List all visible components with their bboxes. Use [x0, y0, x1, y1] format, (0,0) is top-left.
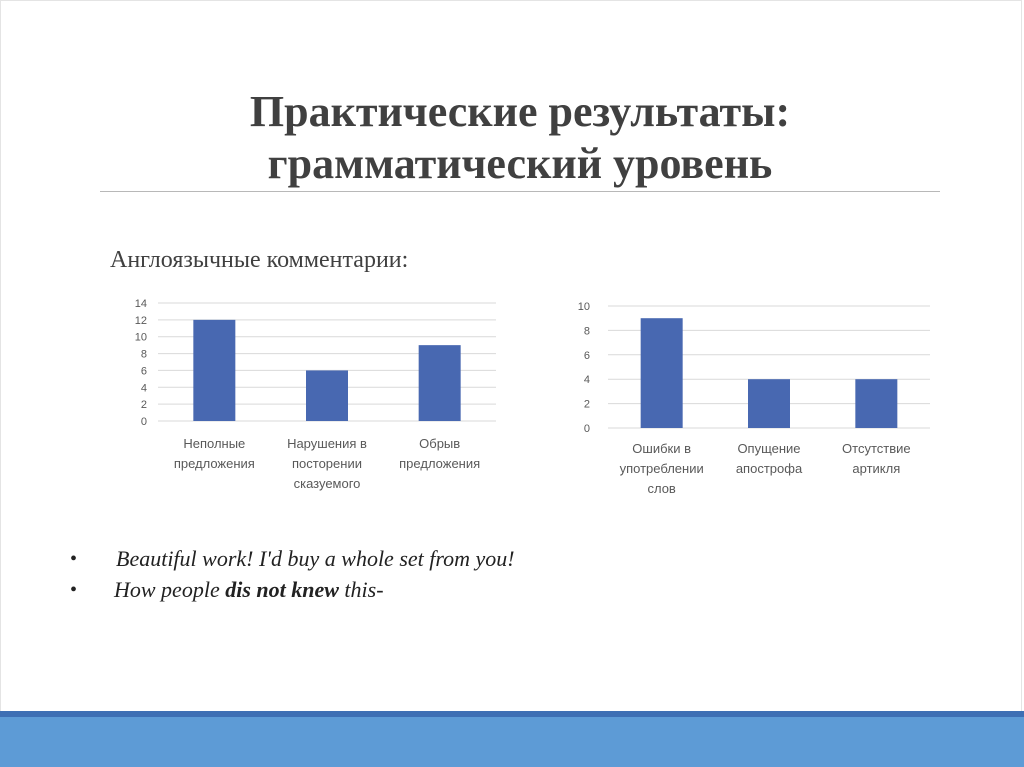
y-tick-label: 0	[584, 423, 590, 435]
x-category-label: Отсутствие	[842, 441, 911, 456]
x-category-label: Неполные	[183, 436, 245, 451]
comment-list: • Beautiful work! I'd buy a whole set fr…	[70, 545, 515, 607]
bar	[748, 379, 790, 428]
subtitle: Англоязычные комментарии:	[110, 247, 409, 273]
bar	[193, 319, 236, 421]
y-tick-label: 6	[141, 365, 147, 377]
x-category-label: Опущение	[737, 441, 800, 456]
y-tick-label: 4	[141, 382, 147, 394]
y-tick-label: 12	[135, 315, 147, 327]
comment-text: Beautiful work! I'd buy a whole set from…	[116, 546, 515, 571]
bullet-icon: •	[70, 579, 78, 601]
comment-error-highlight: dis not knew	[225, 577, 339, 602]
x-category-label: посторении	[292, 456, 362, 471]
bar-chart-2: 0 2 4 6 8 10 Ошибки в употреблении слов Опущение а…	[578, 301, 930, 496]
x-category-label: употреблении	[620, 461, 704, 476]
x-category-label: Нарушения в	[287, 436, 367, 451]
comment-text-pre: How people	[114, 577, 226, 602]
x-category-label: слов	[647, 481, 675, 496]
comment-item: • How people dis not knew this-	[70, 576, 515, 607]
x-category-label: артикля	[852, 461, 900, 476]
y-tick-label: 8	[584, 325, 590, 337]
y-tick-label: 8	[141, 349, 147, 361]
y-tick-label: 0	[141, 416, 147, 428]
comment-text-post: this-	[338, 577, 384, 602]
bar	[855, 379, 898, 428]
bar	[306, 370, 348, 421]
title-line-2: грамматический уровень	[267, 139, 773, 188]
y-tick-label: 4	[584, 374, 590, 386]
x-category-label: сказуемого	[294, 476, 361, 491]
title-divider	[100, 191, 940, 192]
y-tick-label: 10	[135, 332, 147, 344]
bullet-icon: •	[70, 548, 78, 570]
x-category-label: предложения	[399, 456, 480, 471]
x-category-label: предложения	[174, 456, 255, 471]
comment-item: • Beautiful work! I'd buy a whole set fr…	[70, 545, 515, 576]
bar-chart-1: 0 2 4 6 8 10 12 14 Неполные предложения Нарушения …	[135, 298, 496, 491]
bar	[640, 318, 683, 428]
slide-title: Практические результаты: грамматический …	[100, 86, 940, 190]
x-category-label: апострофа	[736, 461, 803, 476]
title-line-1: Практические результаты:	[249, 87, 791, 136]
footer-band	[0, 717, 1024, 767]
y-tick-label: 2	[141, 399, 147, 411]
y-tick-label: 6	[584, 350, 590, 362]
y-tick-label: 2	[584, 399, 590, 411]
x-category-label: Ошибки в	[632, 441, 691, 456]
footer-accent-line	[0, 711, 1024, 717]
y-tick-label: 14	[135, 298, 147, 310]
bar	[418, 345, 461, 421]
y-tick-label: 10	[578, 301, 590, 313]
x-category-label: Обрыв	[419, 436, 460, 451]
